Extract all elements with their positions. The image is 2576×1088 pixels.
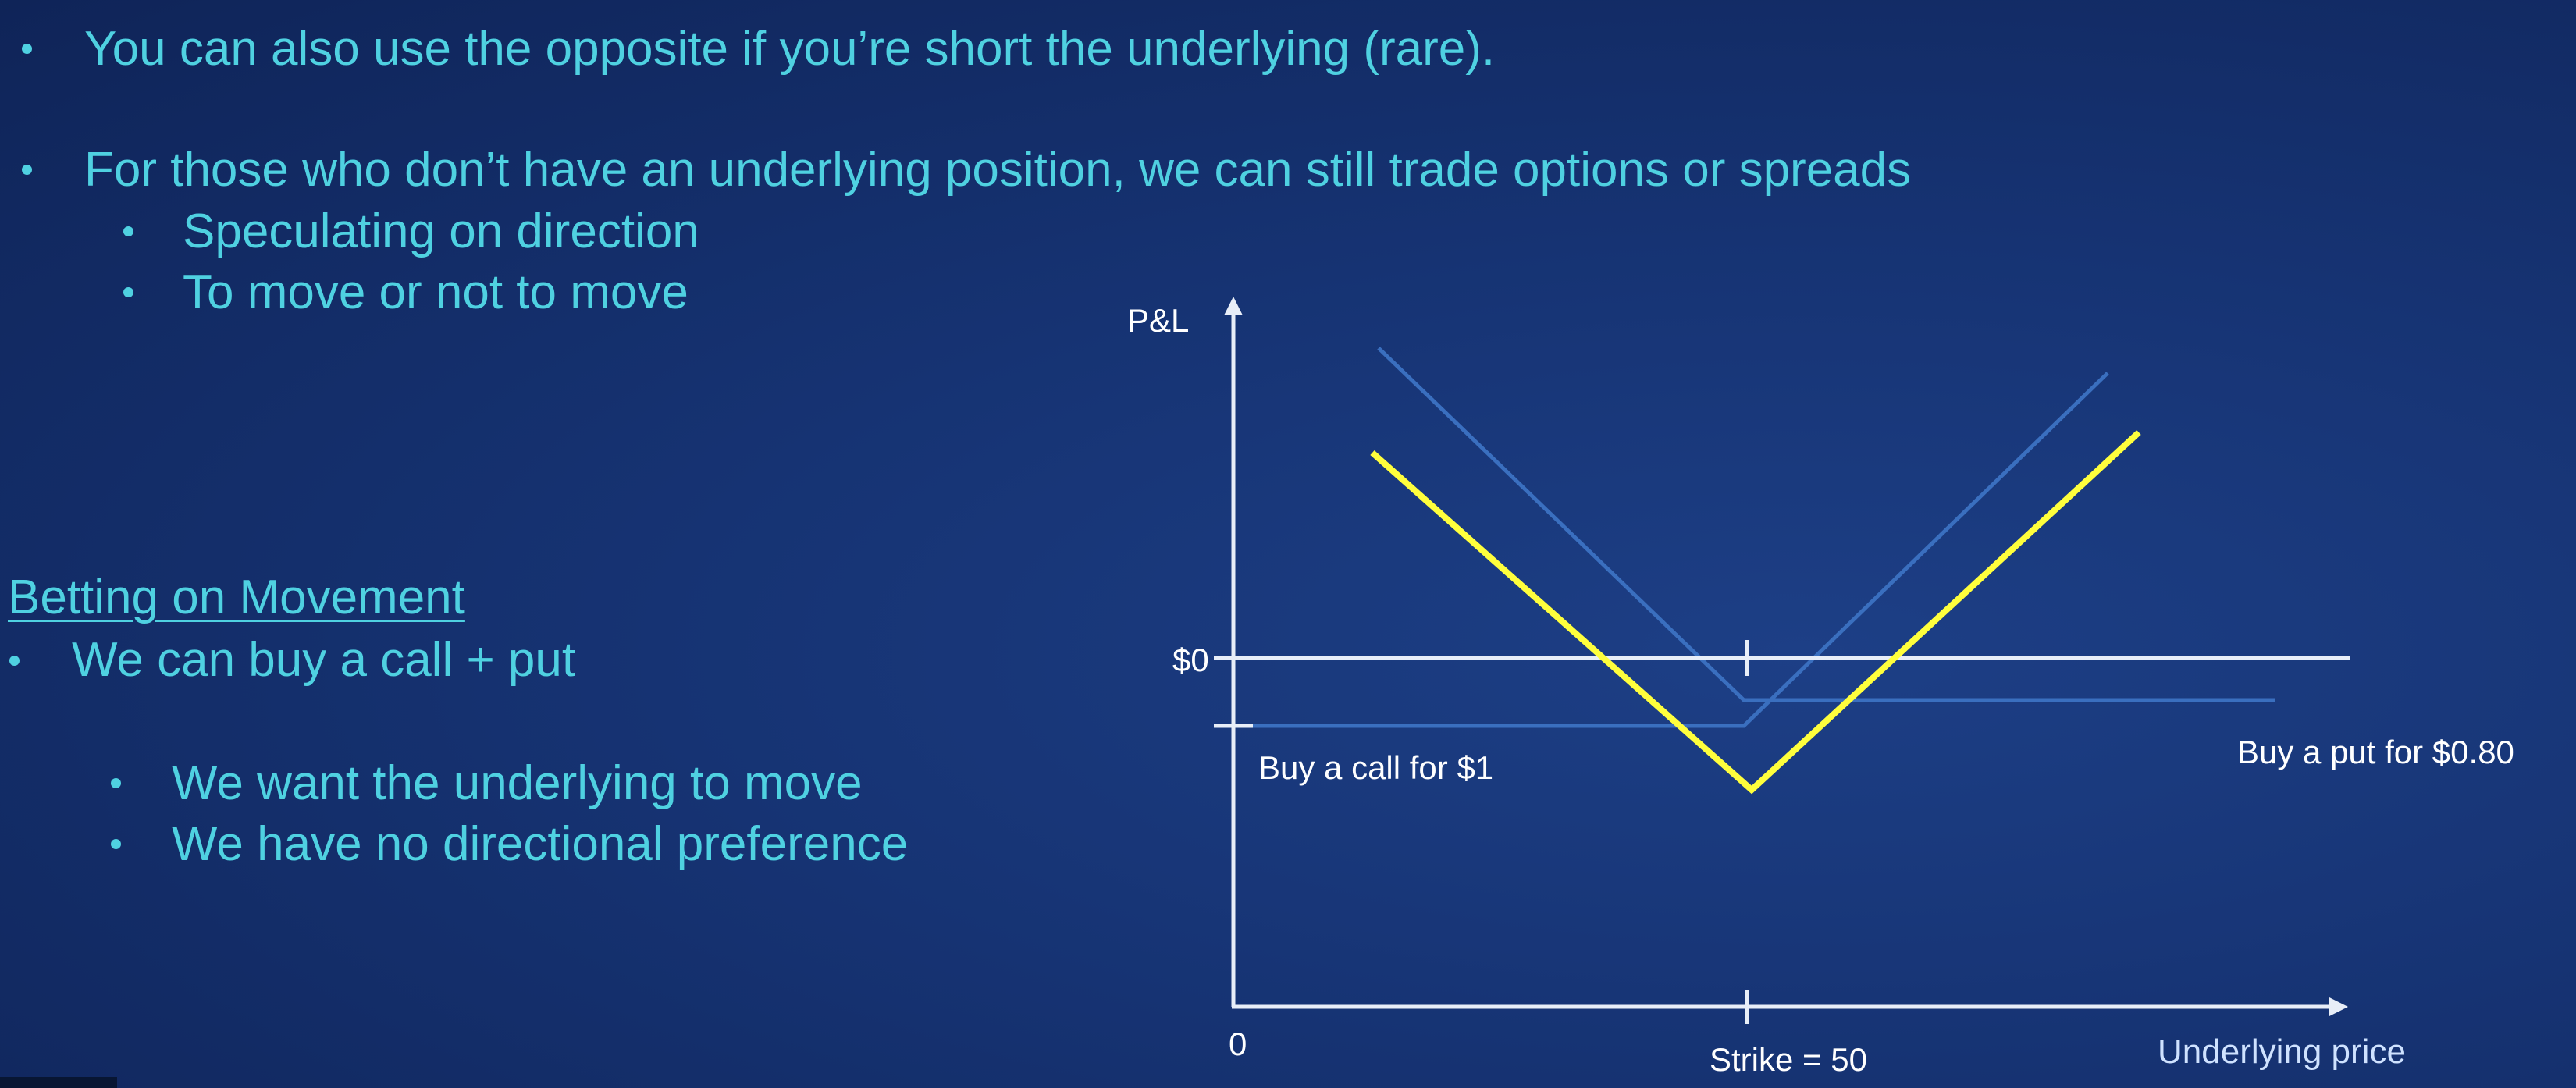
bullet-short-underlying: You can also use the opposite if you’re … [84, 22, 1496, 76]
y-axis-arrowhead [1224, 297, 1243, 315]
long-put-payoff-line [1377, 347, 2275, 702]
bullet-dot [9, 656, 20, 666]
sub-bullet-dot [123, 226, 133, 236]
y-axis-label: P&L [1127, 302, 1189, 339]
sub-bullet-direction: Speculating on direction [183, 204, 699, 258]
sub-bullet-move: To move or not to move [183, 265, 688, 319]
strike-label: Strike = 50 [1710, 1041, 1867, 1078]
origin-label: 0 [1229, 1026, 1247, 1062]
sub-bullet-dot [111, 839, 121, 849]
put-label: Buy a put for $0.80 [2237, 734, 2514, 770]
straddle-payoff-line [1370, 430, 2141, 795]
sub-bullet-want-move: We want the underlying to move [172, 756, 863, 810]
bullet-dot [22, 165, 32, 175]
bullet-call-put: We can buy a call + put [72, 633, 576, 687]
sub-bullet-dot [123, 287, 133, 297]
bullet-dot [22, 44, 32, 54]
x-axis-label: Underlying price [2158, 1033, 2406, 1071]
sub-bullet-dot [111, 778, 121, 788]
sub-bullet-no-preference: We have no directional preference [172, 817, 909, 871]
section-heading: Betting on Movement [8, 571, 465, 624]
video-overlay-bar [0, 1077, 117, 1088]
zero-pl-label: $0 [1172, 642, 1209, 678]
long-call-payoff-line [1214, 372, 2109, 728]
bullet-no-underlying: For those who don’t have an underlying p… [84, 143, 1912, 197]
call-label: Buy a call for $1 [1258, 749, 1493, 786]
x-axis-arrowhead [2329, 997, 2348, 1016]
